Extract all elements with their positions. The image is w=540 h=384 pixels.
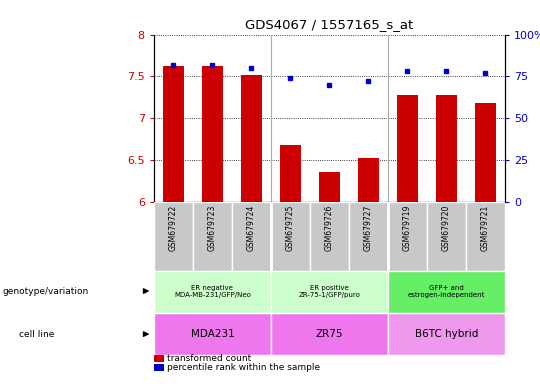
FancyBboxPatch shape: [466, 202, 505, 271]
Text: GSM679723: GSM679723: [208, 205, 217, 252]
FancyBboxPatch shape: [193, 202, 232, 271]
Title: GDS4067 / 1557165_s_at: GDS4067 / 1557165_s_at: [245, 18, 414, 31]
Text: GSM679724: GSM679724: [247, 205, 256, 252]
Text: genotype/variation: genotype/variation: [3, 286, 89, 296]
FancyBboxPatch shape: [271, 313, 388, 355]
FancyBboxPatch shape: [271, 271, 388, 313]
Bar: [319, 172, 340, 202]
FancyBboxPatch shape: [310, 202, 349, 271]
Text: ER negative
MDA-MB-231/GFP/Neo: ER negative MDA-MB-231/GFP/Neo: [174, 285, 251, 298]
Text: GSM679726: GSM679726: [325, 205, 334, 252]
FancyBboxPatch shape: [388, 313, 505, 355]
Text: B6TC hybrid: B6TC hybrid: [415, 329, 478, 339]
Text: MDA231: MDA231: [191, 329, 234, 339]
FancyBboxPatch shape: [232, 202, 271, 271]
Bar: [154, 355, 164, 362]
FancyBboxPatch shape: [154, 313, 271, 355]
Bar: [397, 95, 418, 202]
FancyBboxPatch shape: [154, 202, 193, 271]
FancyBboxPatch shape: [388, 271, 505, 313]
Text: GSM679725: GSM679725: [286, 205, 295, 252]
FancyBboxPatch shape: [349, 202, 388, 271]
Text: GSM679720: GSM679720: [442, 205, 451, 252]
Text: GSM679722: GSM679722: [169, 205, 178, 251]
Bar: [163, 66, 184, 202]
FancyBboxPatch shape: [427, 202, 466, 271]
Bar: [436, 95, 457, 202]
Bar: [475, 103, 496, 202]
Text: GSM679727: GSM679727: [364, 205, 373, 252]
Text: GSM679719: GSM679719: [403, 205, 412, 252]
FancyBboxPatch shape: [388, 202, 427, 271]
Bar: [154, 364, 164, 371]
FancyBboxPatch shape: [271, 202, 310, 271]
Bar: [241, 74, 262, 202]
Bar: [201, 66, 223, 202]
Text: cell line: cell line: [19, 329, 55, 339]
Bar: [357, 158, 379, 202]
Text: ZR75: ZR75: [316, 329, 343, 339]
Text: percentile rank within the sample: percentile rank within the sample: [167, 362, 321, 372]
Text: transformed count: transformed count: [167, 354, 252, 363]
Bar: [280, 145, 301, 202]
Text: ER positive
ZR-75-1/GFP/puro: ER positive ZR-75-1/GFP/puro: [299, 285, 360, 298]
Text: GSM679721: GSM679721: [481, 205, 490, 251]
Text: GFP+ and
estrogen-independent: GFP+ and estrogen-independent: [408, 285, 485, 298]
FancyBboxPatch shape: [154, 271, 271, 313]
